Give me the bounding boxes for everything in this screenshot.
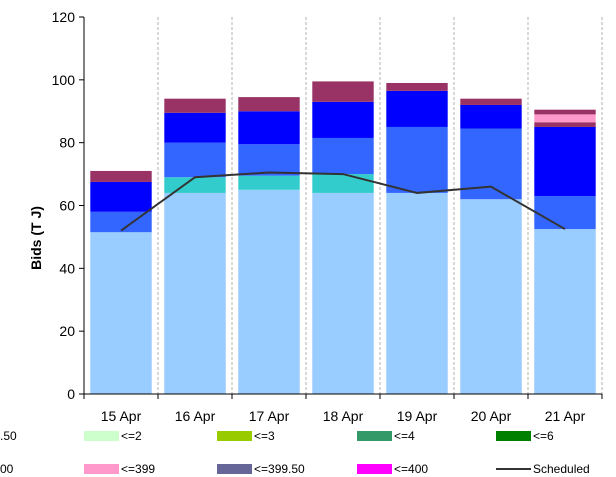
bar-segment bbox=[534, 196, 596, 230]
bar-segment bbox=[460, 104, 522, 129]
y-tick-label: 60 bbox=[59, 198, 75, 214]
bar-segment bbox=[312, 192, 374, 394]
bar-segment bbox=[238, 97, 300, 112]
bar-segment bbox=[386, 90, 448, 127]
legend: .50 <=2 <=3 <=4 <=6 00 <=399 <=399.50 <=400 Sched… bbox=[0, 429, 590, 476]
bar-segment bbox=[238, 144, 300, 176]
x-tick-label: 20 Apr bbox=[471, 408, 512, 424]
bar-segment bbox=[534, 126, 596, 197]
y-axis-label: Bids (T J) bbox=[28, 206, 44, 270]
legend-swatch bbox=[217, 464, 252, 474]
legend-label: Scheduled bbox=[533, 462, 590, 476]
legend-label: .50 bbox=[0, 429, 17, 443]
legend-label: <=399 bbox=[121, 462, 155, 476]
bar-segment bbox=[312, 81, 374, 102]
bar-segment bbox=[312, 137, 374, 175]
y-tick-label: 0 bbox=[67, 386, 75, 402]
legend-swatch bbox=[84, 464, 119, 474]
y-tick-label: 120 bbox=[52, 9, 76, 25]
y-tick-label: 20 bbox=[59, 323, 75, 339]
bar-segment bbox=[386, 192, 448, 394]
scheduled-line bbox=[120, 171, 566, 232]
bar-segment bbox=[534, 122, 596, 127]
line-layer bbox=[120, 171, 566, 232]
legend-swatch bbox=[84, 431, 119, 441]
bar-segment bbox=[90, 211, 152, 233]
bar-segment bbox=[534, 109, 596, 115]
bar-segment bbox=[164, 177, 226, 193]
y-tick-label: 80 bbox=[59, 135, 75, 151]
x-tick-label: 15 Apr bbox=[101, 408, 142, 424]
y-tick-label: 40 bbox=[59, 260, 75, 276]
bar-segment bbox=[534, 229, 596, 394]
bar-segment bbox=[460, 98, 522, 105]
legend-swatch bbox=[357, 431, 392, 441]
bar-segment bbox=[164, 98, 226, 113]
bar-segment bbox=[90, 170, 152, 182]
y-tick-label: 100 bbox=[52, 72, 76, 88]
bar-segment bbox=[386, 126, 448, 193]
x-tick-label: 16 Apr bbox=[175, 408, 216, 424]
bar-segment bbox=[238, 111, 300, 145]
legend-label: <=6 bbox=[533, 429, 554, 443]
bar-segment bbox=[238, 189, 300, 394]
legend-label: <=400 bbox=[394, 462, 428, 476]
bar-segment bbox=[312, 174, 374, 193]
legend-label: <=4 bbox=[394, 429, 415, 443]
bar-segment bbox=[164, 112, 226, 143]
legend-label: <=2 bbox=[121, 429, 142, 443]
bars-layer bbox=[90, 81, 596, 394]
legend-label: 00 bbox=[0, 462, 14, 476]
bar-segment bbox=[164, 192, 226, 394]
bar-segment bbox=[312, 101, 374, 138]
x-tick-label: 21 Apr bbox=[545, 408, 586, 424]
bar-segment bbox=[238, 175, 300, 190]
legend-label: <=399.50 bbox=[254, 462, 305, 476]
legend-label: <=3 bbox=[254, 429, 275, 443]
legend-swatch bbox=[496, 431, 531, 441]
axes-layer: 0 20 40 60 80 100 120 15 Apr 16 Apr 17 Apr 18 Apr 1… bbox=[52, 9, 603, 424]
x-tick-label: 19 Apr bbox=[397, 408, 438, 424]
bar-segment bbox=[164, 142, 226, 178]
bar-segment bbox=[90, 181, 152, 212]
legend-swatch bbox=[217, 431, 252, 441]
bar-segment bbox=[386, 82, 448, 91]
bar-segment bbox=[534, 114, 596, 123]
grid-layer bbox=[157, 17, 603, 394]
x-tick-label: 17 Apr bbox=[249, 408, 290, 424]
bar-segment bbox=[460, 199, 522, 394]
bar-segment bbox=[90, 232, 152, 394]
legend-swatch bbox=[357, 464, 392, 474]
x-tick-label: 18 Apr bbox=[323, 408, 364, 424]
